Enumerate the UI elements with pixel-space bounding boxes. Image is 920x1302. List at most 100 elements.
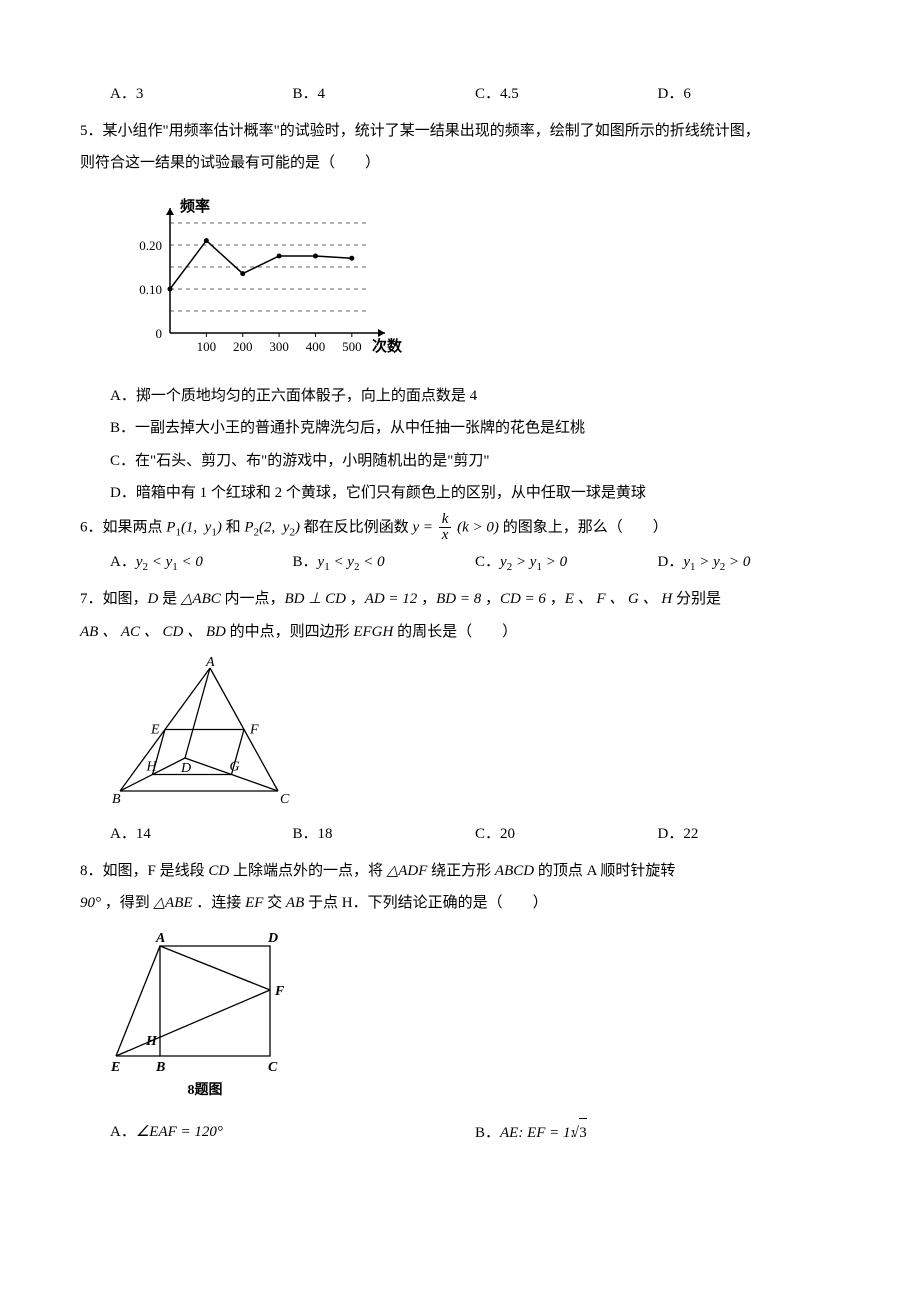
q6-p2-close: ) bbox=[295, 519, 300, 535]
q6-d-m: y bbox=[683, 554, 690, 570]
q5-option-a: A．掷一个质地均匀的正六面体骰子，向上的面点数是 4 bbox=[80, 382, 840, 411]
q7-l1h: ， bbox=[417, 591, 436, 607]
q8-l2h: 于点 H．下列结论正确的是（ ） bbox=[304, 895, 547, 911]
q8-a-pre: A． bbox=[110, 1124, 136, 1140]
svg-text:H: H bbox=[145, 1034, 158, 1049]
q8-figure-svg: ADBCFEH bbox=[110, 928, 300, 1078]
q4-option-d: D．6 bbox=[658, 80, 841, 109]
q6-post: 的图象上，那么（ ） bbox=[503, 519, 668, 535]
q6-frac: kx bbox=[439, 512, 452, 544]
q6-p2-args: (2, y bbox=[259, 519, 289, 535]
svg-text:500: 500 bbox=[342, 339, 362, 354]
svg-text:B: B bbox=[112, 792, 121, 806]
q4-option-b: B．4 bbox=[293, 80, 476, 109]
q6-option-c: C．y2 > y1 > 0 bbox=[475, 548, 658, 578]
svg-text:D: D bbox=[180, 761, 191, 776]
svg-text:H: H bbox=[146, 760, 158, 775]
svg-text:A: A bbox=[155, 931, 165, 946]
q7-l1i: BD = 8 bbox=[436, 591, 481, 607]
q8-sqrt-sign: √ bbox=[571, 1125, 579, 1141]
q6-prefix: 6．如果两点 bbox=[80, 519, 163, 535]
q6-p2: P bbox=[244, 519, 253, 535]
q7-l1n: 分别是 bbox=[672, 591, 721, 607]
q6-frac-den: x bbox=[439, 528, 452, 544]
q7-line1: 7．如图，D 是 △ABC 内一点，BD ⊥ CD ，AD = 12 ，BD =… bbox=[80, 585, 840, 614]
q6-option-a: A．y2 < y1 < 0 bbox=[110, 548, 293, 578]
svg-text:C: C bbox=[280, 792, 290, 806]
q6-a-m: y bbox=[136, 554, 143, 570]
q7-l1k: CD = 6 bbox=[500, 591, 546, 607]
q6-a-pre: A． bbox=[110, 554, 136, 570]
q7-l2b: 的中点，则四边形 bbox=[226, 624, 354, 640]
q7-l1m: E 、 F 、 G 、 H bbox=[565, 591, 673, 607]
q8-sqrt-body: 3 bbox=[579, 1118, 587, 1148]
q8-l2c: △ABE bbox=[154, 895, 193, 911]
q7-l2a: AB 、 AC 、 CD 、 BD bbox=[80, 624, 226, 640]
q7-l1d: 内一点， bbox=[221, 591, 285, 607]
q8-a-m: ∠EAF = 120° bbox=[136, 1124, 223, 1140]
q8-l2f: 交 bbox=[263, 895, 286, 911]
q6-c-pre: C． bbox=[475, 554, 500, 570]
q7-figure-svg: ABCDEFHG bbox=[110, 656, 290, 806]
q8-figure: ADBCFEH 8题图 bbox=[80, 928, 840, 1105]
q6-p1-args: (1, y bbox=[181, 519, 211, 535]
q8-l2d: ．连接 bbox=[193, 895, 246, 911]
svg-text:B: B bbox=[155, 1060, 165, 1075]
q6-frac-num: k bbox=[439, 512, 452, 528]
q8-option-b: B．AE: EF = 1: 3√ bbox=[475, 1118, 840, 1148]
q7-l1c: 是 bbox=[158, 591, 181, 607]
svg-text:频率: 频率 bbox=[180, 197, 210, 215]
q7-l1l: ， bbox=[546, 591, 565, 607]
q6-text: 6．如果两点 P1(1, y1) 和 P2(2, y2) 都在反比例函数 y =… bbox=[80, 512, 840, 544]
q8-l2a: 90° bbox=[80, 895, 101, 911]
q8-l1a: 8．如图，F 是线段 bbox=[80, 863, 208, 879]
svg-text:0.20: 0.20 bbox=[139, 238, 162, 253]
q6-options: A．y2 < y1 < 0 B．y1 < y2 < 0 C．y2 > y1 > … bbox=[80, 548, 840, 578]
q8-b-pre: B． bbox=[475, 1125, 500, 1141]
q7-l1f: ， bbox=[346, 591, 365, 607]
q4-option-c: C．4.5 bbox=[475, 80, 658, 109]
q7-option-d: D．22 bbox=[658, 820, 841, 849]
q8-line2: 90° ，得到 △ABE ．连接 EF 交 AB 于点 H．下列结论正确的是（ … bbox=[80, 889, 840, 918]
q5-option-b: B．一副去掉大小王的普通扑克牌洗匀后，从中任抽一张牌的花色是红桃 bbox=[80, 414, 840, 443]
svg-text:300: 300 bbox=[269, 339, 289, 354]
q6-mid2: 都在反比例函数 bbox=[304, 519, 413, 535]
q8-line1: 8．如图，F 是线段 CD 上除端点外的一点，将 △ADF 绕正方形 ABCD … bbox=[80, 857, 840, 886]
svg-text:E: E bbox=[110, 1060, 120, 1075]
q7-l2d: 的周长是（ ） bbox=[393, 624, 517, 640]
q8-l1b: CD bbox=[208, 863, 229, 879]
q6-b-pre: B． bbox=[293, 554, 318, 570]
q7-option-a: A．14 bbox=[110, 820, 293, 849]
q7-l1b: D bbox=[148, 591, 159, 607]
q5-option-d: D．暗箱中有 1 个红球和 2 个黄球，它们只有颜色上的区别，从中任取一球是黄球 bbox=[80, 479, 840, 508]
q5-chart: 10020030040050000.100.20频率次数 bbox=[80, 188, 840, 368]
q7-option-c: C．20 bbox=[475, 820, 658, 849]
q8-b-m: AE: EF = 1: bbox=[500, 1125, 579, 1141]
svg-text:C: C bbox=[268, 1060, 278, 1075]
q6-p1-close: ) bbox=[217, 519, 222, 535]
q8-l1c: 上除端点外的一点，将 bbox=[229, 863, 387, 879]
q5-option-c: C．在"石头、剪刀、布"的游戏中，小明随机出的是"剪刀" bbox=[80, 447, 840, 476]
svg-text:F: F bbox=[274, 984, 285, 999]
svg-text:0.10: 0.10 bbox=[139, 282, 162, 297]
q7-options: A．14 B．18 C．20 D．22 bbox=[80, 820, 840, 849]
q6-option-d: D．y1 > y2 > 0 bbox=[658, 548, 841, 578]
q6-d-pre: D． bbox=[658, 554, 684, 570]
q8-l1d: △ADF bbox=[387, 863, 428, 879]
q5-text-line2: 则符合这一结果的试验最有可能的是（ ） bbox=[80, 149, 840, 178]
q8-l2e: EF bbox=[245, 895, 263, 911]
svg-text:次数: 次数 bbox=[372, 337, 403, 355]
q8-l1e: 绕正方形 bbox=[427, 863, 495, 879]
q8-l2g: AB bbox=[286, 895, 304, 911]
svg-text:200: 200 bbox=[233, 339, 253, 354]
q4-options: A．3 B．4 C．4.5 D．6 bbox=[80, 80, 840, 109]
q7-l1a: 7．如图， bbox=[80, 591, 148, 607]
svg-text:G: G bbox=[230, 760, 240, 775]
svg-text:400: 400 bbox=[306, 339, 326, 354]
q7-option-b: B．18 bbox=[293, 820, 476, 849]
q5-text-line1: 5．某小组作"用频率估计概率"的试验时，统计了某一结果出现的频率，绘制了如图所示… bbox=[80, 117, 840, 146]
q7-l1e: BD ⊥ CD bbox=[285, 591, 346, 607]
svg-text:E: E bbox=[150, 723, 160, 738]
q7-l2c: EFGH bbox=[353, 624, 393, 640]
q6-mid: 和 bbox=[226, 519, 245, 535]
